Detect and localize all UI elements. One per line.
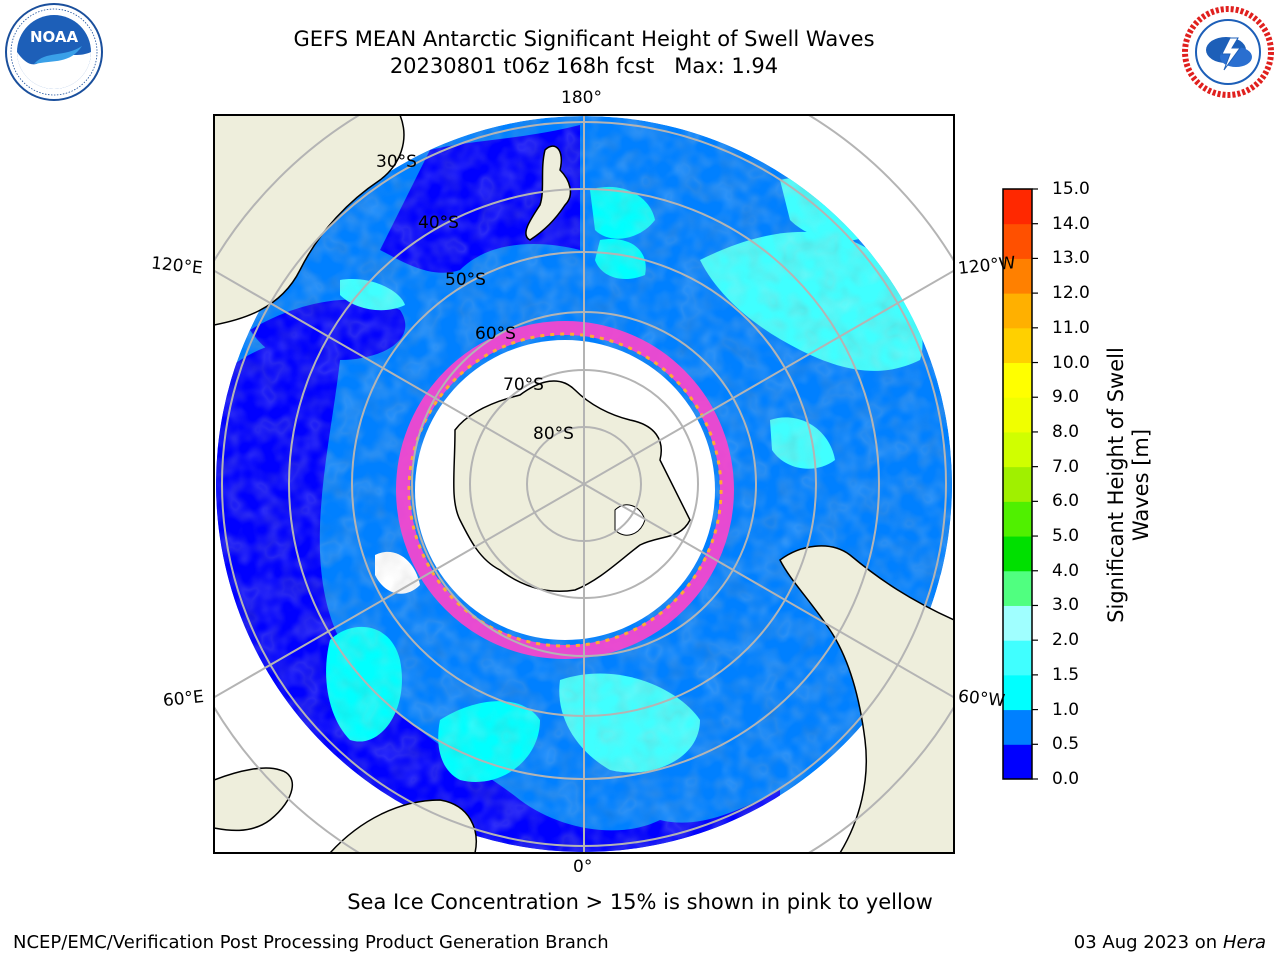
sea-ice-edge: [396, 321, 734, 659]
colorbar-tick-label: 1.0: [1052, 699, 1080, 720]
colorbar-segment: [1003, 431, 1032, 468]
sea-ice-note: Sea Ice Concentration > 15% is shown in …: [347, 890, 933, 914]
africa-land: [328, 799, 477, 853]
lat-label-60s: 60°S: [475, 324, 516, 344]
colorbar-segment: [1003, 640, 1032, 676]
colorbar-segment: [1003, 293, 1032, 329]
colorbar: [1002, 188, 1038, 780]
lon-label-180: 180°: [561, 88, 602, 108]
colorbar-border: [1002, 188, 1033, 780]
lat-label-70s: 70°S: [503, 375, 544, 395]
colorbar-segment: [1003, 501, 1032, 537]
map-frame-border: [213, 114, 955, 854]
colorbar-segment: [1003, 744, 1032, 780]
colorbar-tick-label: 8.0: [1052, 421, 1080, 442]
colorbar-tick-label: 3.0: [1052, 595, 1080, 616]
colorbar-tick-label: 7.0: [1052, 456, 1080, 477]
colorbar-tick-label: 1.5: [1052, 664, 1080, 685]
noaa-logo: NOAA: [4, 2, 104, 102]
colorbar-tick-label: 4.0: [1052, 560, 1080, 581]
south-america-land: [779, 545, 954, 853]
colorbar-tick-label: 5.0: [1052, 526, 1080, 547]
colorbar-tick-label: 14.0: [1052, 213, 1090, 234]
colorbar-tick-label: 13.0: [1052, 248, 1090, 269]
lat-label-80s: 80°S: [533, 424, 574, 444]
colorbar-tick-label: 10.0: [1052, 352, 1090, 373]
lat-label-30s: 30°S: [376, 152, 417, 172]
colorbar-tick-label: 0.5: [1052, 734, 1080, 755]
colorbar-label: Significant Height of Swell Waves [m]: [1104, 275, 1154, 695]
colorbar-tick-label: 2.0: [1052, 630, 1080, 651]
graticule: [214, 115, 954, 853]
colorbar-segment: [1003, 605, 1032, 641]
colorbar-segment: [1003, 536, 1032, 572]
colorbar-tick-label: 0.0: [1052, 769, 1080, 789]
title-line-2: 20230801 t06z 168h fcst Max: 1.94: [389, 54, 779, 78]
colorbar-tick-label: 12.0: [1052, 283, 1090, 304]
footer-date-text: 03 Aug 2023 on: [1073, 932, 1218, 953]
colorbar-segment: [1003, 674, 1032, 711]
footer-branch: NCEP/EMC/Verification Post Processing Pr…: [13, 932, 609, 953]
antarctica-land: [453, 380, 691, 593]
colorbar-label-line2: Waves [m]: [1129, 428, 1153, 542]
lon-label-60e: 60°E: [162, 686, 205, 712]
sea-ice-edge-inner: [407, 332, 723, 648]
colorbar-tick-label: 6.0: [1052, 491, 1080, 512]
colorbar-segment: [1003, 397, 1032, 433]
colorbar-tick-label: 9.0: [1052, 387, 1080, 408]
colorbar-tick-label: 15.0: [1052, 179, 1090, 199]
new-zealand-land: [525, 145, 572, 241]
colorbar-segment: [1003, 223, 1032, 259]
nws-logo: [1178, 2, 1278, 102]
colorbar-tick-label: 11.0: [1052, 317, 1090, 338]
lat-label-50s: 50°S: [445, 270, 486, 290]
colorbar-segment: [1003, 709, 1032, 745]
noaa-logo-text: NOAA: [30, 28, 79, 46]
lon-label-0: 0°: [573, 857, 593, 877]
chart-title: GEFS MEAN Antarctic Significant Height o…: [184, 26, 984, 80]
colorbar-segment: [1003, 258, 1032, 294]
colorbar-segment: [1003, 570, 1032, 606]
footer-host: Hera: [1222, 932, 1266, 953]
colorbar-segment: [1003, 362, 1032, 398]
lat-label-40s: 40°S: [418, 213, 459, 233]
title-line-1: GEFS MEAN Antarctic Significant Height o…: [293, 27, 875, 51]
footer-date: 03 Aug 2023 on Hera: [1074, 932, 1266, 953]
colorbar-segment: [1003, 327, 1032, 364]
colorbar-label-line1: Significant Height of Swell: [1104, 347, 1128, 623]
colorbar-segment: [1003, 466, 1032, 502]
colorbar-segment: [1003, 189, 1032, 225]
